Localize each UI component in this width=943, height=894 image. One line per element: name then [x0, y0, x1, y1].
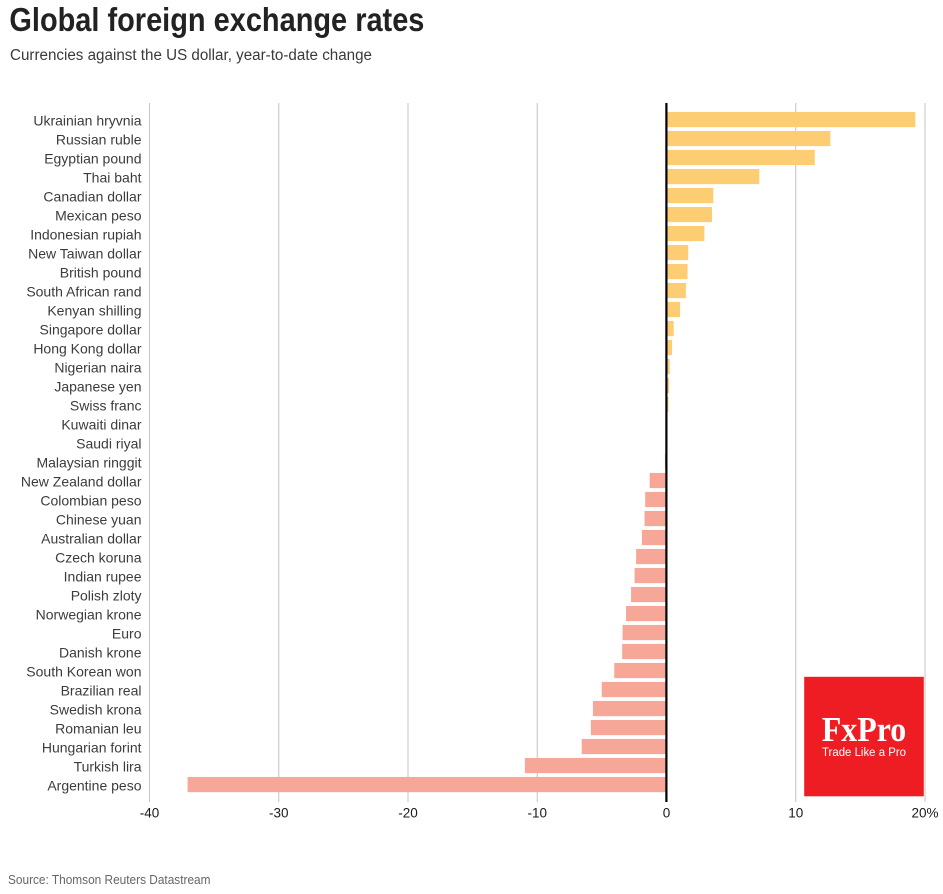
- svg-text:Hong Kong dollar: Hong Kong dollar: [33, 340, 142, 356]
- svg-text:Turkish lira: Turkish lira: [74, 758, 142, 774]
- svg-text:0: 0: [663, 805, 671, 820]
- svg-text:Japanese yen: Japanese yen: [54, 378, 141, 394]
- svg-text:Singapore dollar: Singapore dollar: [40, 321, 142, 337]
- svg-text:Australian dollar: Australian dollar: [41, 530, 142, 546]
- svg-text:New Zealand dollar: New Zealand dollar: [21, 473, 142, 489]
- svg-text:Swiss franc: Swiss franc: [70, 397, 142, 413]
- svg-text:-20: -20: [398, 805, 418, 820]
- svg-text:Mexican peso: Mexican peso: [55, 207, 142, 223]
- svg-text:New Taiwan dollar: New Taiwan dollar: [28, 245, 142, 261]
- svg-text:Trade Like a Pro: Trade Like a Pro: [822, 745, 906, 759]
- svg-text:Saudi riyal: Saudi riyal: [76, 435, 141, 451]
- svg-text:Euro: Euro: [112, 625, 142, 641]
- svg-text:Danish krone: Danish krone: [59, 644, 142, 660]
- svg-text:Brazilian real: Brazilian real: [61, 682, 142, 698]
- svg-text:Source: Thomson Reuters Datast: Source: Thomson Reuters Datastream: [8, 873, 211, 887]
- svg-text:Global foreign exchange rates: Global foreign exchange rates: [9, 1, 424, 38]
- svg-text:British pound: British pound: [60, 264, 142, 280]
- svg-text:Canadian dollar: Canadian dollar: [43, 188, 141, 204]
- svg-text:Russian ruble: Russian ruble: [56, 131, 142, 147]
- svg-text:Chinese yuan: Chinese yuan: [56, 511, 142, 527]
- svg-text:10: 10: [788, 805, 803, 820]
- svg-text:South Korean won: South Korean won: [26, 663, 141, 679]
- svg-text:Hungarian forint: Hungarian forint: [42, 739, 142, 755]
- svg-text:Indian rupee: Indian rupee: [64, 568, 142, 584]
- svg-text:Ukrainian hryvnia: Ukrainian hryvnia: [33, 112, 141, 128]
- svg-text:Kenyan shilling: Kenyan shilling: [47, 302, 141, 318]
- svg-text:FxPro: FxPro: [822, 710, 907, 749]
- svg-text:Argentine peso: Argentine peso: [47, 777, 141, 793]
- svg-text:Colombian peso: Colombian peso: [40, 492, 141, 508]
- svg-text:South African rand: South African rand: [26, 283, 141, 299]
- svg-text:Polish zloty: Polish zloty: [71, 587, 142, 603]
- svg-text:-40: -40: [140, 805, 160, 820]
- svg-text:Norwegian krone: Norwegian krone: [36, 606, 142, 622]
- svg-text:Czech koruna: Czech koruna: [55, 549, 142, 565]
- svg-text:Nigerian naira: Nigerian naira: [54, 359, 141, 375]
- svg-text:Swedish krona: Swedish krona: [50, 701, 142, 717]
- svg-text:-30: -30: [269, 805, 289, 820]
- svg-text:Kuwaiti dinar: Kuwaiti dinar: [61, 416, 141, 432]
- svg-text:Malaysian ringgit: Malaysian ringgit: [36, 454, 141, 470]
- svg-text:-10: -10: [527, 805, 547, 820]
- svg-text:Thai baht: Thai baht: [83, 169, 141, 185]
- svg-text:Romanian leu: Romanian leu: [55, 720, 141, 736]
- svg-text:Indonesian rupiah: Indonesian rupiah: [30, 226, 141, 242]
- svg-text:Currencies against the US doll: Currencies against the US dollar, year-t…: [10, 47, 372, 64]
- svg-text:Egyptian pound: Egyptian pound: [44, 150, 141, 166]
- svg-text:20%: 20%: [911, 805, 938, 820]
